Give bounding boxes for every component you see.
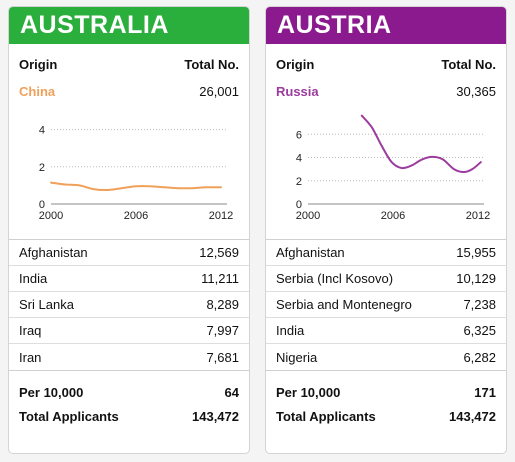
origin-total: 10,129 bbox=[456, 271, 496, 286]
total-column-header: Total No. bbox=[441, 57, 496, 72]
country-card-australia: AUSTRALIA Origin Total No. China 26,001 … bbox=[8, 6, 250, 454]
origin-total: 6,282 bbox=[463, 349, 496, 365]
top-origin-row: China 26,001 bbox=[9, 78, 249, 105]
series-line-china bbox=[50, 181, 222, 192]
total-applicants-label: Total Applicants bbox=[19, 408, 119, 424]
list-item: Afghanistan 12,569 bbox=[9, 240, 249, 266]
per-10000-value: 64 bbox=[224, 384, 239, 400]
origin-name: India bbox=[19, 271, 48, 286]
y-tick-label: 6 bbox=[296, 129, 302, 141]
origin-name: Sri Lanka bbox=[19, 297, 74, 312]
trend-chart-svg: 0 2 4 2000 2006 2012 bbox=[39, 125, 233, 222]
column-headers: Origin Total No. bbox=[266, 51, 506, 78]
list-item: India 6,325 bbox=[266, 318, 506, 344]
list-item: Iran 7,681 bbox=[9, 344, 249, 370]
origin-name: Afghanistan bbox=[276, 245, 345, 260]
origins-list: Afghanistan 15,955 Serbia (Incl Kosovo) 10… bbox=[266, 239, 506, 370]
origin-name: Iran bbox=[19, 349, 42, 365]
total-applicants-value: 143,472 bbox=[449, 408, 496, 424]
top-origin-name: China bbox=[19, 84, 56, 99]
list-item: Nigeria 6,282 bbox=[266, 344, 506, 370]
card-header: AUSTRIA bbox=[266, 7, 506, 44]
total-applicants-label: Total Applicants bbox=[276, 408, 376, 424]
origin-total: 6,325 bbox=[463, 323, 496, 338]
total-applicants-value: 143,472 bbox=[192, 408, 239, 424]
x-tick-label: 2000 bbox=[296, 210, 320, 222]
origin-name: Iraq bbox=[19, 323, 42, 338]
y-tick-label: 2 bbox=[39, 162, 45, 174]
origin-total: 8,289 bbox=[206, 297, 239, 312]
origin-total: 11,211 bbox=[201, 271, 239, 286]
origin-total: 15,955 bbox=[456, 245, 496, 260]
list-item: India 11,211 bbox=[9, 266, 249, 292]
origin-total: 7,997 bbox=[206, 323, 239, 338]
trend-chart-svg: 0 2 4 6 2000 2006 2012 bbox=[296, 114, 490, 222]
y-tick-label: 4 bbox=[39, 125, 45, 137]
totals-section: Per 10,000 171 Total Applicants 143,472 bbox=[266, 370, 506, 428]
total-applicants-row: Total Applicants 143,472 bbox=[9, 404, 249, 428]
column-headers: Origin Total No. bbox=[9, 51, 249, 78]
top-origin-name: Russia bbox=[276, 84, 319, 99]
total-column-header: Total No. bbox=[184, 57, 239, 72]
origin-total: 7,681 bbox=[206, 349, 239, 365]
y-tick-label: 4 bbox=[296, 153, 302, 165]
per-10000-label: Per 10,000 bbox=[19, 384, 84, 400]
card-header: AUSTRALIA bbox=[9, 7, 249, 44]
origin-name: Serbia (Incl Kosovo) bbox=[276, 271, 394, 286]
list-item: Sri Lanka 8,289 bbox=[9, 292, 249, 318]
list-item: Serbia and Montenegro 7,238 bbox=[266, 292, 506, 318]
x-tick-label: 2012 bbox=[466, 210, 490, 222]
series-line-russia bbox=[360, 114, 482, 173]
origin-total: 7,238 bbox=[463, 297, 496, 312]
x-tick-label: 2012 bbox=[209, 210, 233, 222]
totals-section: Per 10,000 64 Total Applicants 143,472 bbox=[9, 370, 249, 428]
y-tick-label: 0 bbox=[296, 199, 302, 211]
origin-name: India bbox=[276, 323, 305, 338]
trend-chart: 0 2 4 6 2000 2006 2012 bbox=[266, 105, 506, 239]
origin-name: Afghanistan bbox=[19, 245, 88, 260]
top-origin-total: 26,001 bbox=[199, 84, 239, 99]
per-10000-value: 171 bbox=[474, 384, 496, 400]
y-tick-label: 0 bbox=[39, 199, 45, 211]
origin-column-header: Origin bbox=[276, 57, 315, 72]
x-tick-label: 2006 bbox=[381, 210, 405, 222]
list-item: Iraq 7,997 bbox=[9, 318, 249, 344]
x-tick-label: 2006 bbox=[124, 210, 148, 222]
per-10000-label: Per 10,000 bbox=[276, 384, 341, 400]
origin-total: 12,569 bbox=[199, 245, 239, 260]
origin-name: Serbia and Montenegro bbox=[276, 297, 412, 312]
origin-column-header: Origin bbox=[19, 57, 58, 72]
list-item: Serbia (Incl Kosovo) 10,129 bbox=[266, 266, 506, 292]
top-origin-row: Russia 30,365 bbox=[266, 78, 506, 105]
trend-chart: 0 2 4 2000 2006 2012 bbox=[9, 105, 249, 239]
origin-name: Nigeria bbox=[276, 349, 318, 365]
total-applicants-row: Total Applicants 143,472 bbox=[266, 404, 506, 428]
origins-list: Afghanistan 12,569 India 11,211 Sri Lanka 8… bbox=[9, 239, 249, 370]
x-tick-label: 2000 bbox=[39, 210, 63, 222]
per-10000-row: Per 10,000 64 bbox=[9, 380, 249, 404]
y-tick-label: 2 bbox=[296, 176, 302, 188]
country-card-austria: AUSTRIA Origin Total No. Russia 30,365 0… bbox=[265, 6, 507, 454]
list-item: Afghanistan 15,955 bbox=[266, 240, 506, 266]
top-origin-total: 30,365 bbox=[456, 84, 496, 99]
per-10000-row: Per 10,000 171 bbox=[266, 380, 506, 404]
